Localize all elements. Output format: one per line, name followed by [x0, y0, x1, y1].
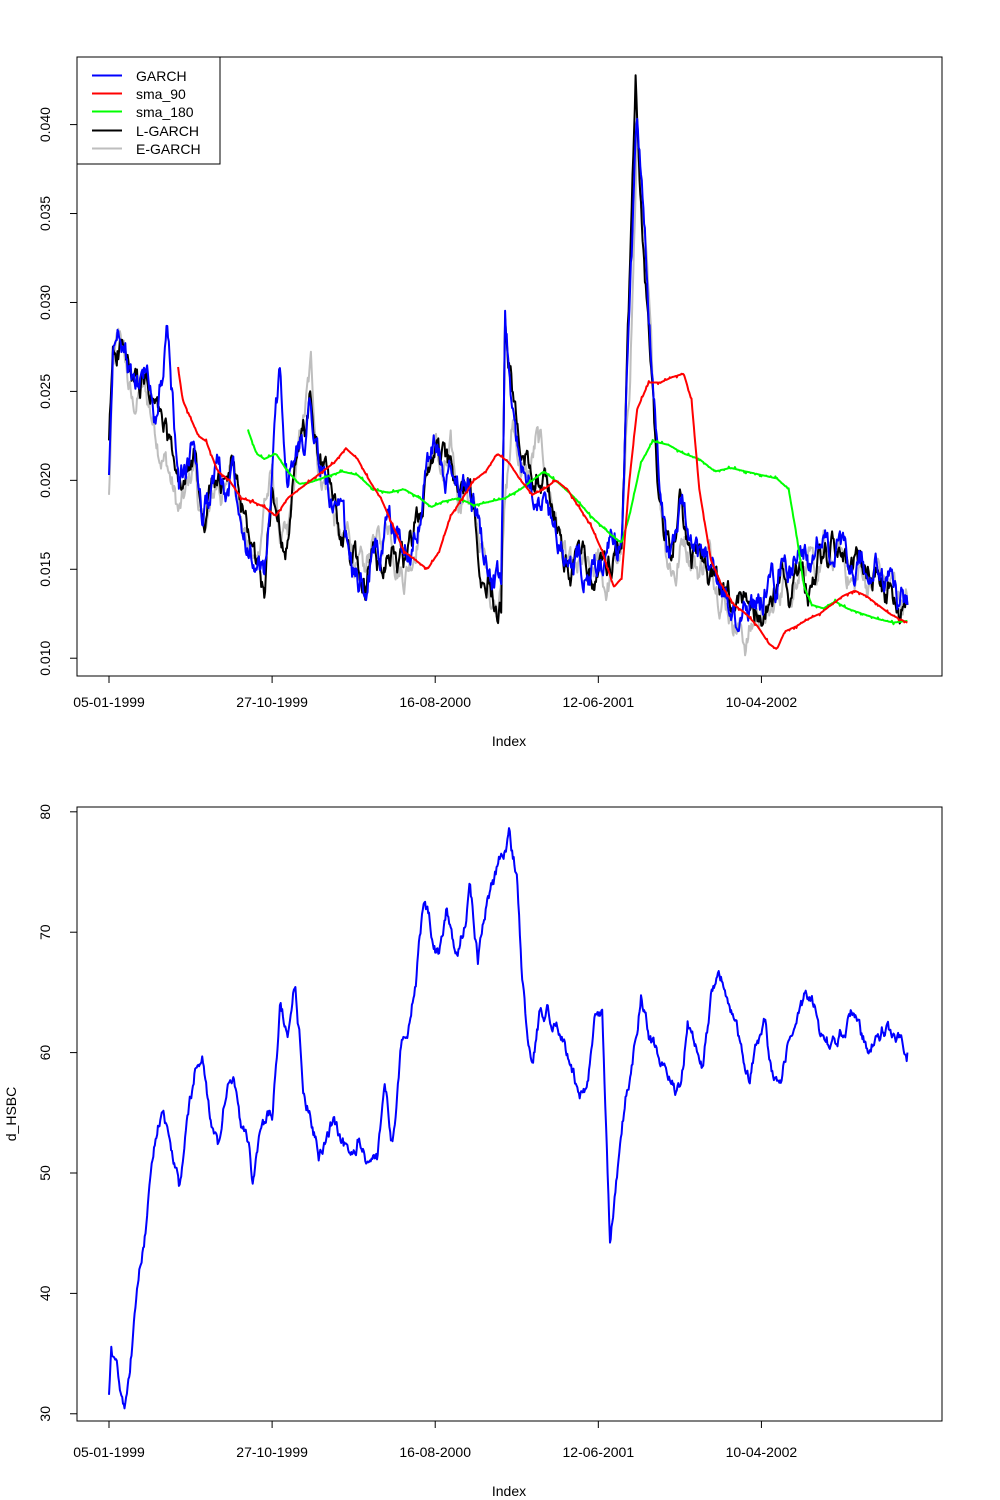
y-tick-label: 0.030 [37, 285, 53, 320]
x-tick-label: 05-01-1999 [73, 1444, 145, 1460]
bottom-x-axis: 05-01-1999 27-10-1999 16-08-2000 12-06-2001… [73, 1421, 797, 1460]
y-tick-label: 60 [37, 1045, 53, 1061]
y-tick-label: 0.010 [37, 640, 53, 675]
legend-label-sma-180: sma_180 [136, 104, 194, 120]
x-tick-label: 16-08-2000 [399, 694, 471, 710]
x-tick-label: 27-10-1999 [236, 694, 308, 710]
bottom-y-axis-title: d_HSBC [3, 1087, 19, 1141]
series-line-sma-90 [177, 366, 908, 650]
bottom-x-axis-title: Index [492, 1483, 526, 1499]
bottom-plot-frame [76, 806, 943, 1422]
series-line-d-hsbc [108, 827, 909, 1410]
y-tick-label: 50 [37, 1165, 53, 1181]
top-volatility-chart: 0.010 0.015 0.020 0.025 0.030 0.035 0.040 05-0… [37, 56, 943, 749]
x-tick-label: 05-01-1999 [73, 694, 145, 710]
y-tick-label: 80 [37, 804, 53, 820]
x-tick-label: 10-04-2002 [726, 1444, 798, 1460]
top-x-axis: 05-01-1999 27-10-1999 16-08-2000 12-06-2001… [73, 676, 797, 710]
x-tick-label: 12-06-2001 [563, 1444, 635, 1460]
legend-label-garch: GARCH [136, 68, 187, 84]
x-tick-label: 12-06-2001 [563, 694, 635, 710]
y-tick-label: 0.020 [37, 463, 53, 498]
bottom-price-chart: 30 40 50 60 70 80 05-01-1999 27-10-1999 16-08-2… [3, 804, 943, 1499]
top-legend: GARCH sma_90 sma_180 L-GARCH E-GARCH [76, 56, 221, 165]
x-tick-label: 16-08-2000 [399, 1444, 471, 1460]
top-plot-frame [76, 56, 943, 677]
top-y-axis: 0.010 0.015 0.020 0.025 0.030 0.035 0.040 [37, 107, 77, 676]
legend-label-sma-90: sma_90 [136, 86, 186, 102]
y-tick-label: 30 [37, 1406, 53, 1422]
legend-label-e-garch: E-GARCH [136, 141, 201, 157]
y-tick-label: 70 [37, 924, 53, 940]
y-tick-label: 0.015 [37, 552, 53, 587]
series-line-garch [108, 117, 909, 633]
y-tick-label: 40 [37, 1285, 53, 1301]
bottom-y-axis: 30 40 50 60 70 80 [37, 804, 77, 1422]
top-series-group [108, 74, 909, 657]
y-tick-label: 0.035 [37, 196, 53, 231]
legend-label-l-garch: L-GARCH [136, 123, 199, 139]
y-tick-label: 0.025 [37, 374, 53, 409]
bottom-series-group [108, 827, 909, 1410]
series-line-sma-180 [247, 429, 908, 626]
x-tick-label: 10-04-2002 [726, 694, 798, 710]
x-tick-label: 27-10-1999 [236, 1444, 308, 1460]
y-tick-label: 0.040 [37, 107, 53, 142]
top-x-axis-title: Index [492, 733, 526, 749]
